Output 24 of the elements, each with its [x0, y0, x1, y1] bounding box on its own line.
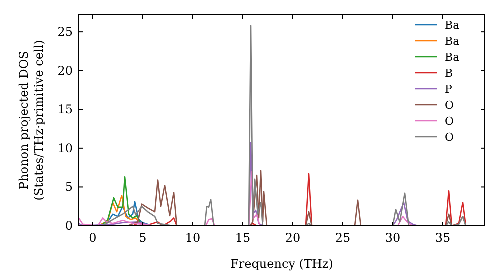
x-tick-label: 15: [235, 231, 251, 245]
legend-label: Ba: [445, 35, 460, 48]
y-axis-title: Phonon projected DOS (States/THz·primitive cell): [17, 40, 46, 201]
x-tick-label: 30: [385, 231, 401, 245]
legend-label: O: [445, 115, 454, 128]
y-tick-label: 10: [58, 141, 73, 156]
x-tick-label: 20: [285, 231, 301, 245]
legend-label: Ba: [445, 51, 460, 64]
y-tick-label: 5: [65, 180, 73, 194]
x-axis-title: Frequency (THz): [230, 257, 334, 271]
legend-label: Ba: [445, 19, 460, 32]
legend-label: O: [445, 99, 454, 112]
x-tick-label: 0: [89, 231, 97, 245]
y-tick-label: 25: [58, 25, 73, 40]
y-tick-label: 15: [58, 102, 73, 117]
y-tick-label: 20: [58, 64, 73, 78]
x-tick-label: 25: [335, 231, 351, 245]
legend-label: P: [445, 83, 453, 96]
legend-label: O: [445, 131, 454, 144]
y-tick-label: 0: [65, 219, 73, 233]
x-tick-label: 10: [185, 231, 201, 245]
legend-label: B: [445, 67, 454, 80]
x-tick-label: 5: [139, 231, 147, 245]
x-tick-label: 35: [435, 231, 451, 245]
